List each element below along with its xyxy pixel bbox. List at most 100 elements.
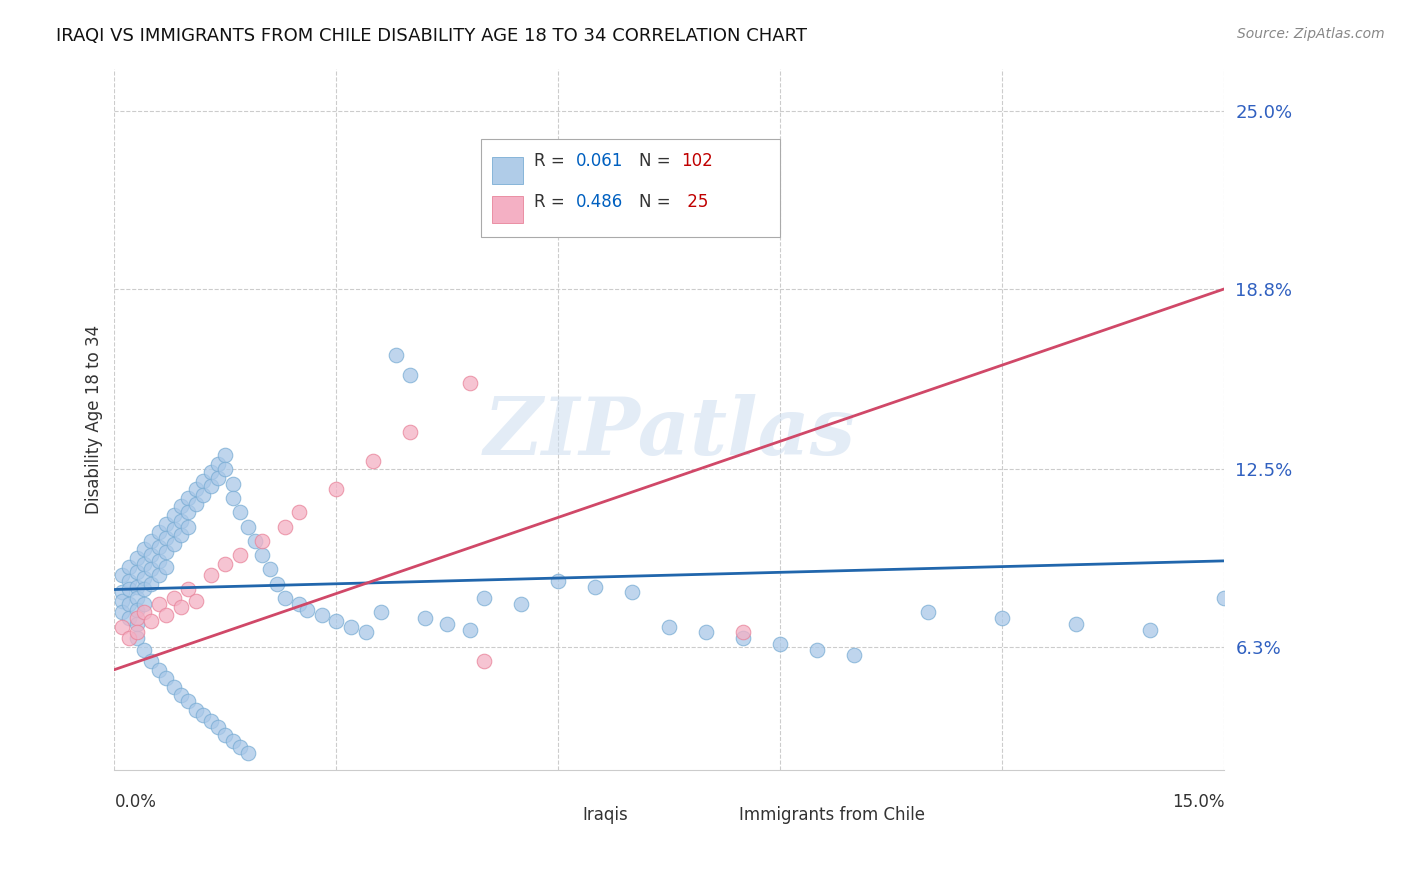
Text: Source: ZipAtlas.com: Source: ZipAtlas.com — [1237, 27, 1385, 41]
Point — [266, 576, 288, 591]
Point — [162, 522, 184, 536]
Point — [141, 548, 163, 562]
Point — [148, 568, 170, 582]
Point — [214, 557, 236, 571]
Point — [458, 623, 481, 637]
Point — [472, 591, 495, 605]
Text: IRAQI VS IMMIGRANTS FROM CHILE DISABILITY AGE 18 TO 34 CORRELATION CHART: IRAQI VS IMMIGRANTS FROM CHILE DISABILIT… — [56, 27, 807, 45]
Point — [806, 642, 828, 657]
Point — [658, 620, 681, 634]
Point — [252, 548, 274, 562]
Point — [141, 533, 163, 548]
Point — [236, 746, 259, 760]
Point — [236, 519, 259, 533]
Point — [472, 654, 495, 668]
Text: 0.061: 0.061 — [576, 153, 623, 170]
Point — [207, 471, 229, 485]
Point — [125, 616, 148, 631]
Point — [200, 465, 222, 479]
Point — [769, 637, 792, 651]
Text: 25: 25 — [682, 193, 707, 211]
Point — [148, 525, 170, 540]
Point — [155, 608, 177, 623]
Point — [132, 582, 155, 597]
Point — [184, 497, 207, 511]
Point — [384, 348, 406, 362]
Point — [132, 642, 155, 657]
Text: N =: N = — [640, 153, 676, 170]
Point — [547, 574, 569, 588]
Point — [132, 597, 155, 611]
Point — [132, 606, 155, 620]
Point — [111, 606, 134, 620]
Point — [370, 606, 392, 620]
Point — [125, 591, 148, 605]
Point — [193, 474, 215, 488]
Text: Immigrants from Chile: Immigrants from Chile — [740, 806, 925, 824]
Point — [118, 611, 141, 625]
Point — [155, 545, 177, 559]
Point — [125, 580, 148, 594]
Point — [118, 574, 141, 588]
Point — [295, 602, 318, 616]
Text: 0.0%: 0.0% — [114, 793, 156, 811]
Point — [917, 606, 939, 620]
Point — [252, 533, 274, 548]
Point — [125, 611, 148, 625]
Point — [991, 611, 1014, 625]
Point — [177, 582, 200, 597]
Point — [436, 616, 458, 631]
Point — [170, 500, 193, 514]
Point — [569, 190, 592, 204]
Point — [229, 548, 252, 562]
Point — [288, 597, 311, 611]
Point — [222, 476, 245, 491]
Point — [162, 680, 184, 694]
Text: 0.486: 0.486 — [576, 193, 623, 211]
Point — [458, 376, 481, 391]
Point — [118, 631, 141, 645]
Point — [118, 559, 141, 574]
Point — [243, 533, 266, 548]
Point — [141, 614, 163, 628]
Point — [177, 505, 200, 519]
Point — [177, 491, 200, 505]
Point — [155, 516, 177, 531]
Text: 102: 102 — [682, 153, 713, 170]
Point — [155, 559, 177, 574]
Point — [125, 566, 148, 580]
Point — [273, 591, 295, 605]
Point — [170, 689, 193, 703]
Point — [111, 585, 134, 599]
Point — [170, 514, 193, 528]
Point — [193, 488, 215, 502]
Point — [148, 540, 170, 554]
Point — [148, 663, 170, 677]
Point — [125, 631, 148, 645]
Point — [170, 599, 193, 614]
Point — [200, 714, 222, 728]
Point — [510, 597, 533, 611]
Point — [259, 562, 281, 576]
Point — [733, 631, 755, 645]
Point — [111, 568, 134, 582]
Point — [1139, 623, 1161, 637]
Point — [125, 602, 148, 616]
Point — [413, 611, 436, 625]
Point — [583, 580, 606, 594]
Point — [222, 491, 245, 505]
Point — [363, 453, 385, 467]
Point — [125, 625, 148, 640]
Point — [193, 708, 215, 723]
Point — [132, 542, 155, 557]
Point — [325, 483, 347, 497]
Point — [222, 734, 245, 748]
Point — [229, 505, 252, 519]
FancyBboxPatch shape — [492, 196, 523, 223]
FancyBboxPatch shape — [492, 157, 523, 185]
Point — [621, 585, 644, 599]
Text: 15.0%: 15.0% — [1171, 793, 1225, 811]
Point — [214, 462, 236, 476]
Text: R =: R = — [534, 193, 569, 211]
Point — [844, 648, 866, 663]
